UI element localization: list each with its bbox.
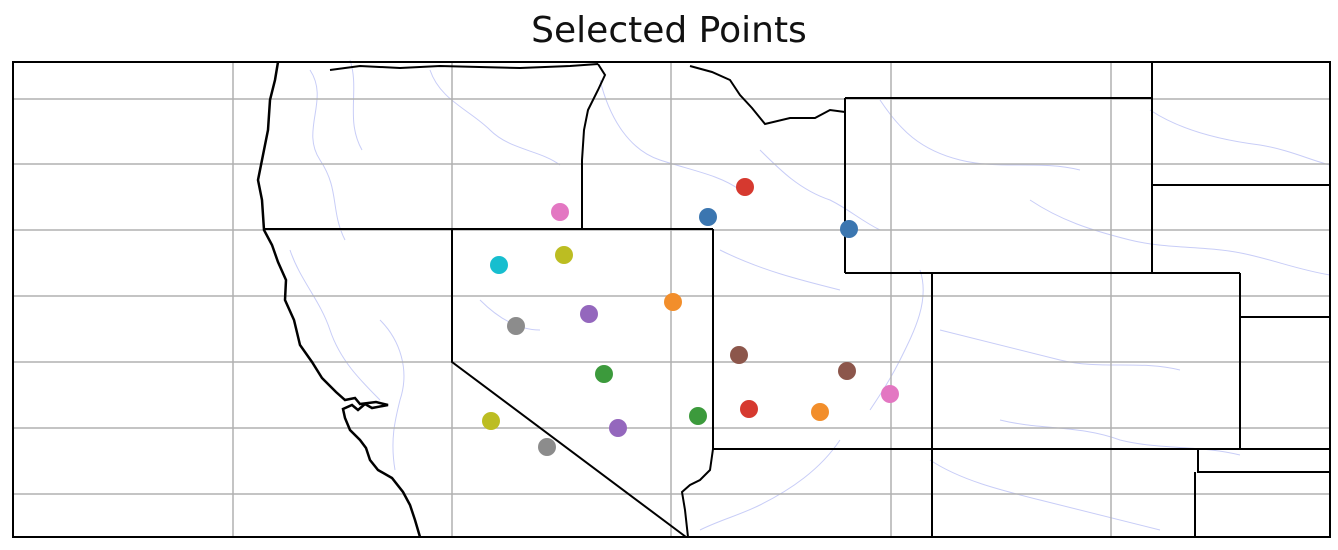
- point-marker: [490, 256, 508, 274]
- point-marker: [595, 365, 613, 383]
- river: [759, 149, 881, 231]
- point-marker: [551, 203, 569, 221]
- point-marker: [838, 362, 856, 380]
- point-marker: [507, 317, 525, 335]
- point-marker: [555, 246, 573, 264]
- river: [879, 99, 1081, 171]
- state-borders-layer: [264, 62, 1330, 538]
- river: [1029, 199, 1331, 276]
- map-title: Selected Points: [531, 10, 807, 51]
- point-marker: [580, 305, 598, 323]
- river: [599, 79, 741, 191]
- coastline: [256, 61, 422, 538]
- river: [939, 329, 1181, 371]
- river: [1149, 109, 1331, 166]
- points-layer: [482, 178, 899, 456]
- river: [929, 459, 1161, 531]
- border-nv-az-river: [680, 448, 714, 538]
- river: [699, 439, 841, 531]
- river: [379, 319, 405, 471]
- point-marker: [730, 346, 748, 364]
- river: [309, 69, 346, 241]
- border-idaho-canada: [689, 65, 846, 126]
- border-canada: [329, 63, 599, 71]
- point-marker: [609, 419, 627, 437]
- river: [719, 249, 841, 291]
- river: [429, 69, 561, 166]
- point-marker: [840, 220, 858, 238]
- point-marker: [482, 412, 500, 430]
- river: [289, 249, 381, 401]
- river: [869, 269, 924, 411]
- point-marker: [664, 293, 682, 311]
- point-marker: [740, 400, 758, 418]
- river: [349, 59, 363, 151]
- border-nm-tx: [1197, 449, 1330, 473]
- map-frame: [12, 61, 1331, 538]
- border-ca-nv: [451, 229, 687, 538]
- point-marker: [689, 407, 707, 425]
- point-marker: [736, 178, 754, 196]
- point-marker: [881, 385, 899, 403]
- rivers-layer: [289, 59, 1331, 531]
- point-marker: [538, 438, 556, 456]
- point-marker: [699, 208, 717, 226]
- border-oregon-idaho: [581, 63, 607, 229]
- point-marker: [811, 403, 829, 421]
